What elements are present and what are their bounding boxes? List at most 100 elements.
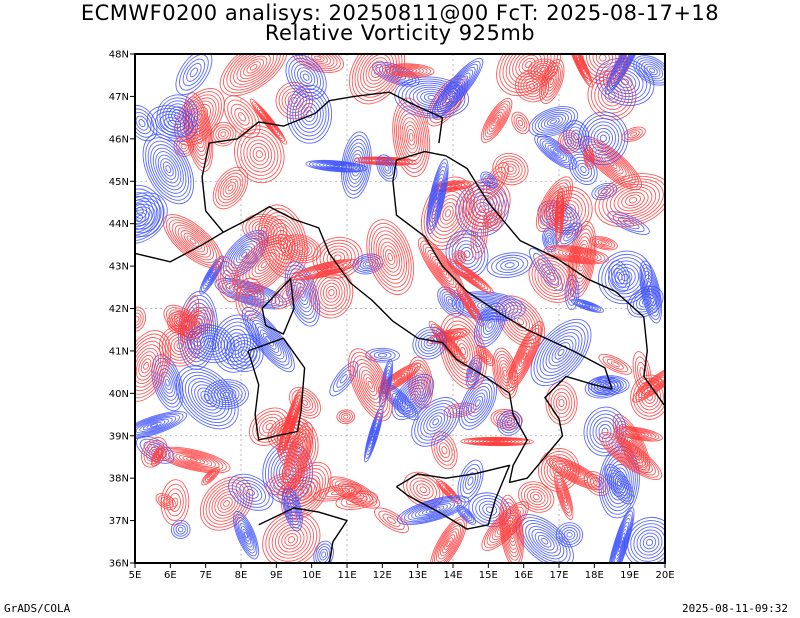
lat-tick-label: 43N [109, 262, 129, 273]
negative-vorticity-cell [563, 120, 590, 153]
positive-vorticity-cell [446, 258, 494, 295]
negative-vorticity-cell [607, 506, 635, 563]
positive-vorticity-cell [599, 432, 663, 480]
lat-tick-label: 44N [109, 219, 129, 230]
negative-vorticity-cell [604, 464, 635, 505]
negative-vorticity-cell [437, 286, 464, 317]
negative-vorticity-cell [396, 495, 470, 525]
map-title: ECMWF0200 analisys: 20250811@00 FcT: 202… [80, 1, 720, 25]
positive-vorticity-cell [210, 121, 237, 147]
negative-vorticity-cell [175, 365, 239, 430]
map-subtitle: Relative Vorticity 925mb [264, 21, 536, 45]
positive-vorticity-cell [219, 54, 288, 97]
coastline-path [247, 337, 306, 441]
positive-vorticity-cell [233, 234, 296, 296]
positive-vorticity-cell [543, 245, 609, 265]
positive-vorticity-cell [430, 516, 467, 563]
positive-vorticity-cell [417, 237, 467, 301]
positive-vorticity-cell [348, 348, 393, 422]
negative-vorticity-cell [175, 54, 213, 96]
positive-vorticity-cell [506, 321, 544, 392]
positive-vorticity-cell [262, 511, 321, 563]
lon-tick-label: 19E [620, 570, 639, 581]
positive-vorticity-cell [460, 436, 534, 447]
positive-vorticity-cell [173, 135, 194, 157]
negative-vorticity-cell [497, 409, 523, 436]
negative-vorticity-cell [233, 511, 259, 560]
negative-vorticity-cell [412, 326, 447, 360]
positive-vorticity-cell [554, 471, 574, 520]
positive-vorticity-cell [167, 310, 190, 334]
lon-tick-label: 16E [514, 570, 533, 581]
negative-vorticity-cell [376, 154, 398, 182]
lat-tick-label: 48N [109, 50, 129, 61]
negative-vorticity-cell [156, 94, 199, 137]
positive-vorticity-cell [439, 312, 488, 390]
negative-vorticity-cell [432, 57, 484, 118]
negative-vorticity-cell [285, 54, 327, 100]
negative-vorticity-cell [142, 133, 194, 205]
positive-vorticity-cell [275, 81, 314, 120]
lat-tick-label: 38N [109, 474, 129, 485]
positive-vorticity-cell [518, 481, 555, 513]
positive-vorticity-cell [528, 254, 577, 303]
lat-tick-label: 42N [109, 304, 129, 315]
positive-vorticity-cell [480, 97, 513, 143]
lon-tick-label: 8E [235, 570, 248, 581]
coastlines-borders [135, 91, 665, 563]
lon-tick-label: 14E [443, 570, 462, 581]
negative-vorticity-cell [457, 459, 484, 503]
positive-vorticity-cell [135, 330, 172, 402]
positive-vorticity-cell [265, 473, 297, 496]
positive-vorticity-cell [150, 445, 165, 467]
negative-vorticity-cell [411, 397, 461, 447]
lon-tick-label: 20E [655, 570, 674, 581]
negative-vorticity-cell [534, 134, 578, 170]
negative-vorticity-cell [528, 106, 579, 138]
lon-tick-label: 9E [270, 570, 283, 581]
lon-tick-label: 12E [373, 570, 392, 581]
positive-vorticity-cell [470, 209, 489, 260]
positive-vorticity-cell [554, 187, 565, 243]
negative-vorticity-cell [627, 286, 664, 318]
positive-vorticity-cell [492, 152, 529, 186]
positive-vorticity-cell [576, 54, 630, 85]
negative-vorticity-cell [391, 373, 435, 421]
graticule [135, 54, 665, 563]
positive-vorticity-cell [180, 307, 214, 341]
positive-vorticity-cell [366, 219, 415, 296]
lon-tick-label: 17E [549, 570, 568, 581]
positive-vorticity-cell [499, 494, 524, 563]
positive-vorticity-cell [598, 353, 633, 375]
lat-tick-label: 37N [109, 516, 129, 527]
negative-vorticity-cell [225, 333, 264, 373]
negative-vorticity-cell [135, 184, 164, 237]
coastline-path [396, 464, 511, 530]
lat-tick-label: 39N [109, 431, 129, 442]
negative-vorticity-cell [608, 260, 631, 293]
lon-tick-label: 6E [164, 570, 177, 581]
negative-vorticity-cell [480, 171, 498, 189]
lon-tick-label: 5E [129, 570, 142, 581]
negative-vorticity-cell [458, 376, 498, 430]
positive-vorticity-cell [594, 173, 665, 228]
positive-vorticity-cell [309, 266, 354, 319]
render-timestamp: 2025-08-11-09:32 [682, 602, 788, 615]
negative-vorticity-cell [530, 318, 592, 387]
negative-vorticity-cell [515, 514, 574, 563]
coastline-path [135, 231, 224, 263]
positive-vorticity-cell [276, 417, 319, 473]
negative-vorticity-cell [228, 473, 274, 511]
positive-vorticity-cell [481, 501, 529, 551]
positive-vorticity-cell [249, 98, 288, 145]
lat-tick-label: 41N [109, 346, 129, 357]
negative-vorticity-cell [186, 324, 236, 363]
coastline-path [201, 91, 444, 233]
coastline-path [258, 507, 348, 563]
negative-vorticity-cell [473, 302, 507, 348]
coastline-path [222, 150, 613, 484]
positive-vorticity-cell [632, 351, 652, 395]
lat-tick-label: 45N [109, 177, 129, 188]
coastline-path [445, 155, 665, 407]
